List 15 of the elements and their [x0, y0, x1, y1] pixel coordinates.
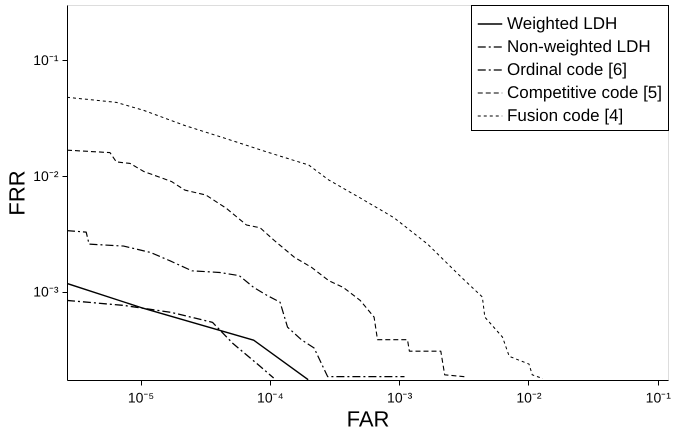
y-tick-label: 10⁻²	[33, 168, 59, 184]
y-tick-label: 10⁻¹	[33, 52, 59, 68]
x-tick-label: 10⁻¹	[646, 390, 672, 406]
x-tick-label: 10⁻⁴	[257, 390, 284, 406]
x-axis-title: FAR	[346, 406, 390, 432]
y-tick-label: 10⁻³	[33, 284, 59, 300]
legend-label: Non-weighted LDH	[507, 37, 651, 56]
y-axis-title: FRR	[4, 170, 30, 216]
legend-label: Fusion code [4]	[507, 106, 624, 125]
x-tick-label: 10⁻⁵	[128, 390, 154, 406]
legend-label: Competitive code [5]	[507, 83, 662, 102]
x-tick-label: 10⁻²	[516, 390, 542, 406]
legend-label: Ordinal code [6]	[507, 60, 628, 79]
x-tick-label: 10⁻³	[387, 390, 413, 406]
legend-label: Weighted LDH	[507, 14, 618, 33]
